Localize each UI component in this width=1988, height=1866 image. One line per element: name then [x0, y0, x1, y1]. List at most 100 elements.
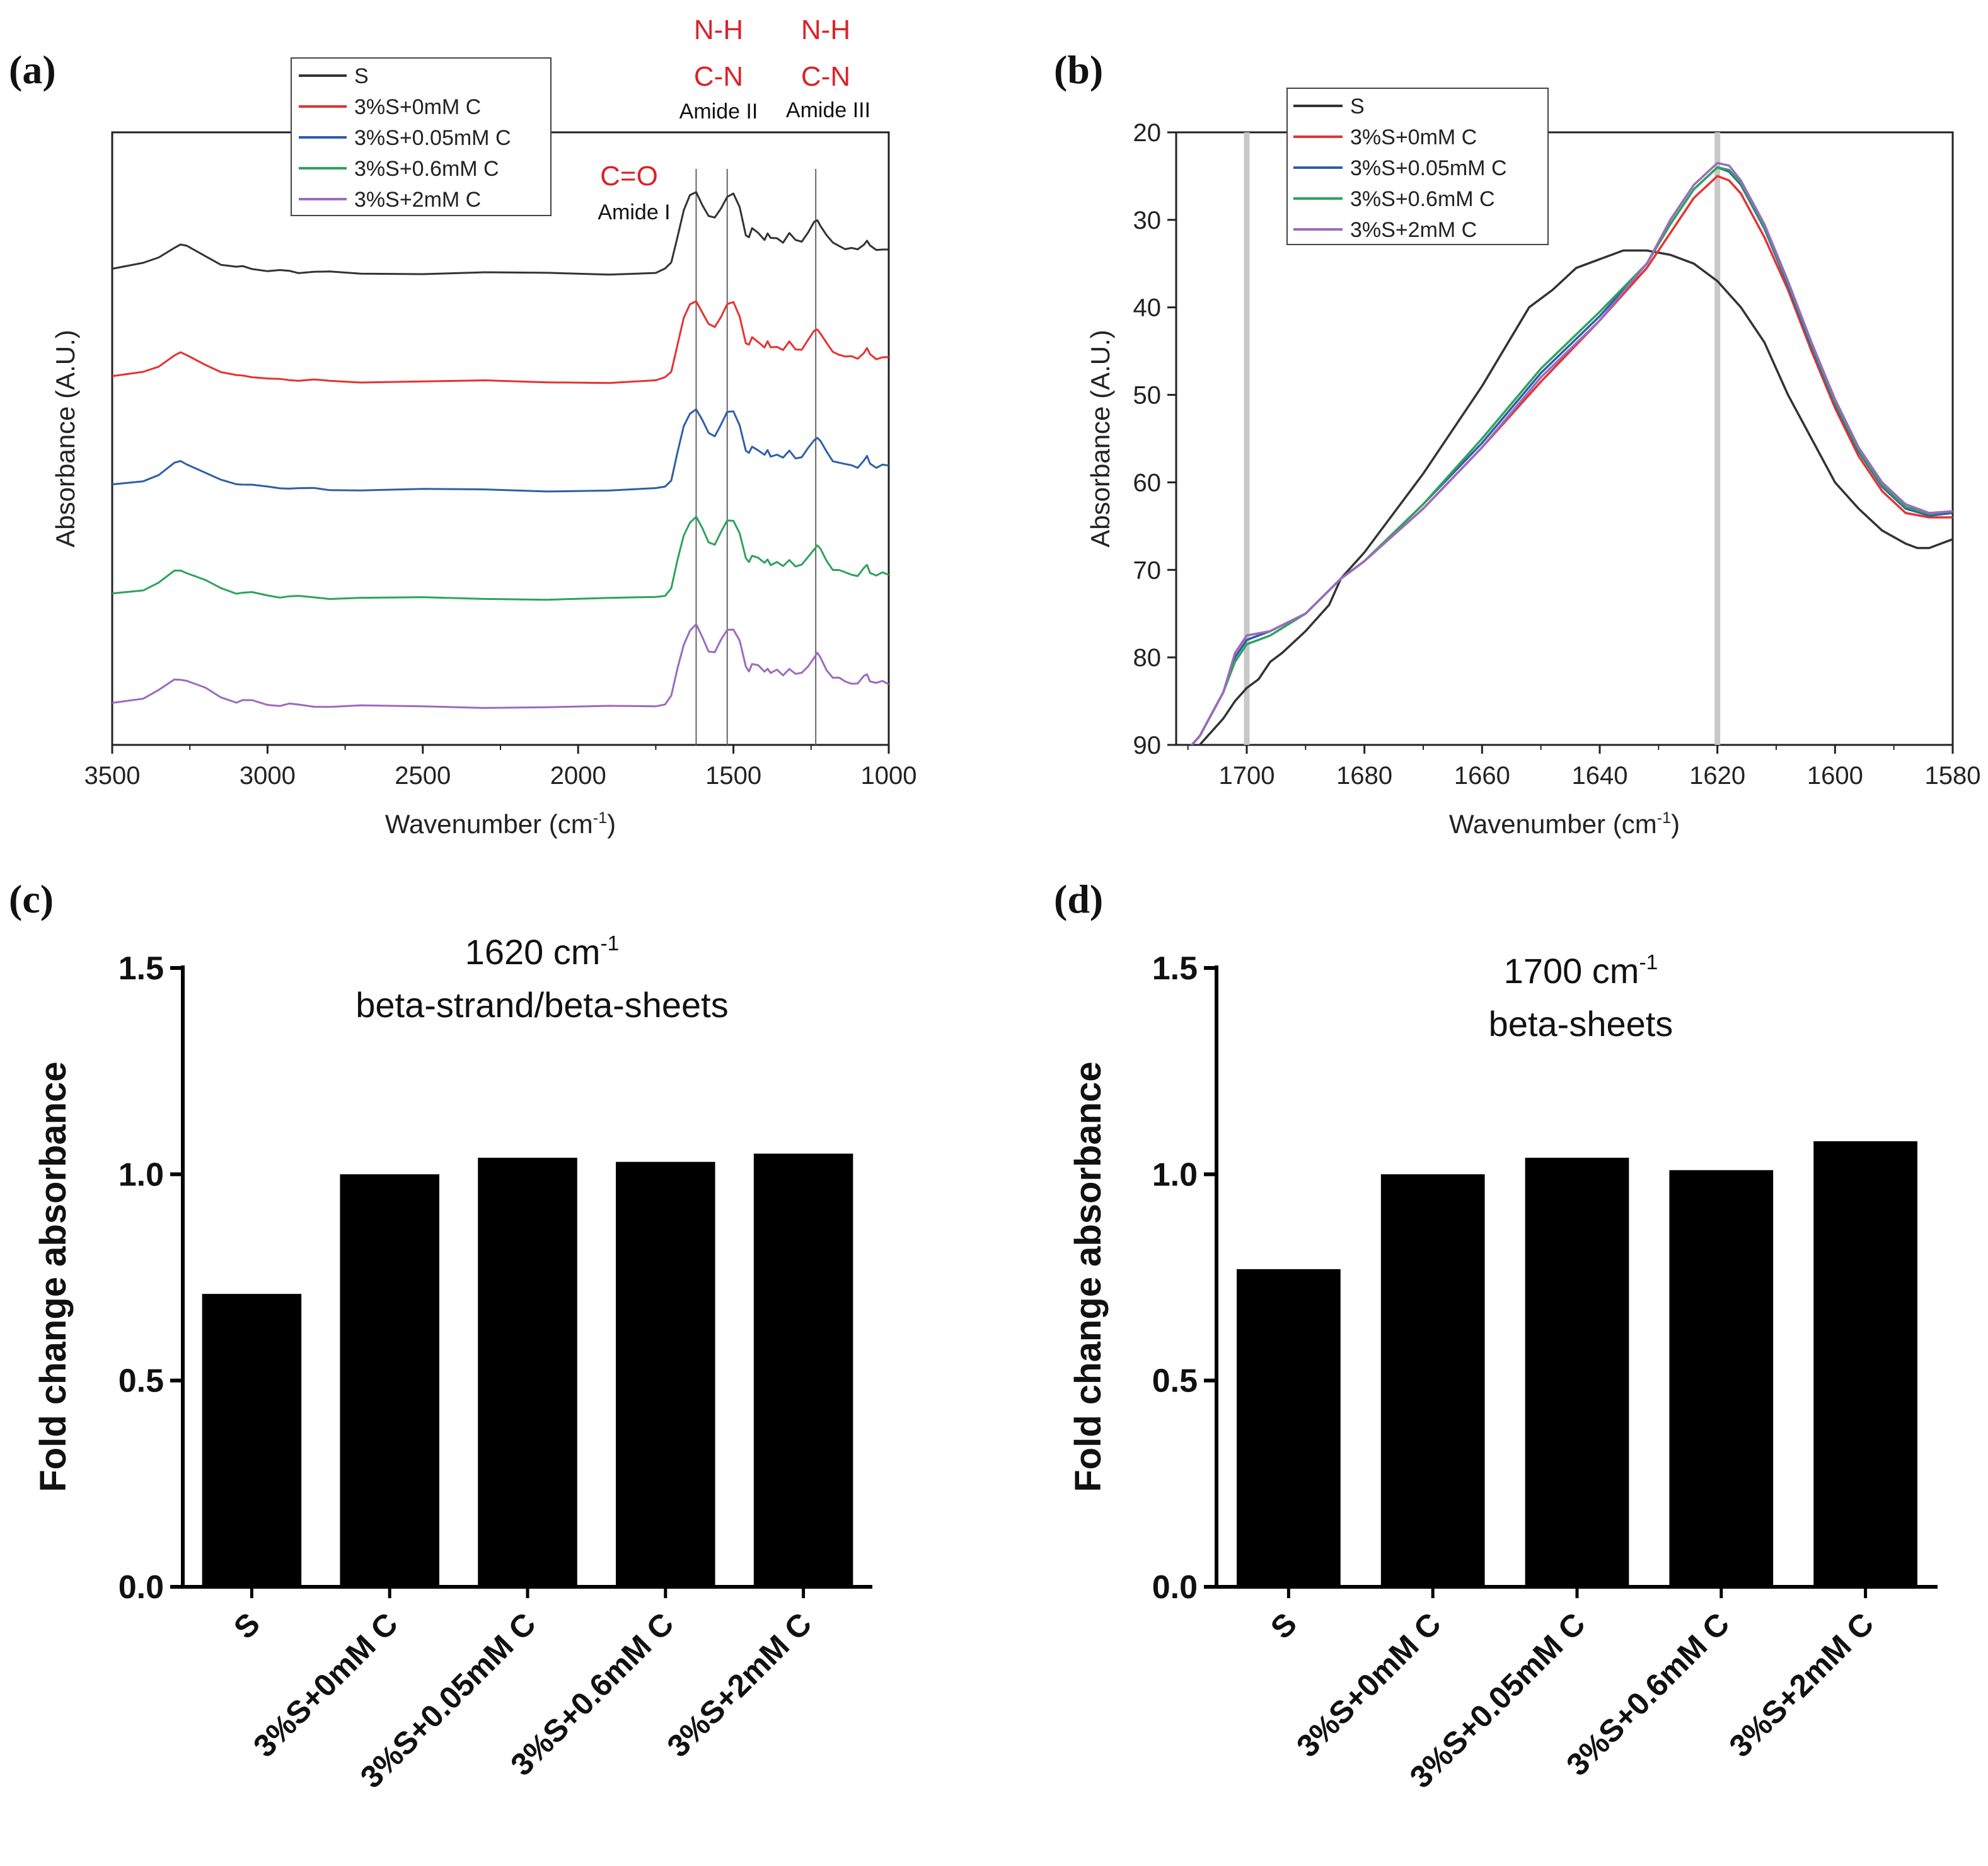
x-tick-label: 1660 [1454, 762, 1510, 790]
category-label-3-s-2mm-c: 3%S+2mM C [1723, 1606, 1881, 1764]
panel-a-ftir-full-spectrum: (a) 3500 3000 2500 2000 1500 1000 Wavenumber … [9, 14, 916, 839]
x-tick-label: 1620 [1689, 762, 1745, 790]
panel-a-legend-items: S 3%S+0mM C 3%S+0.05mM C 3%S+0.6mM C 3%S+2mM… [299, 64, 511, 212]
category-label-s: S [227, 1606, 267, 1645]
panel-b-reference-lines [1244, 132, 1721, 745]
panel-b-label: (b) [1054, 47, 1103, 92]
series-line-3-s-0-6mm-c [1190, 166, 1953, 745]
x-tick-label: 2000 [550, 762, 606, 790]
y-tick-label: 0.5 [118, 1363, 164, 1400]
y-tick-label: 0.5 [1152, 1363, 1198, 1400]
panel-c-bars [202, 1153, 853, 1587]
panel-c-y-ticks: 0.0 0.5 1.0 1.5 [118, 950, 183, 1606]
bar-3-s-0-05mm-c [1525, 1158, 1629, 1587]
panel-a-frame [111, 131, 890, 746]
y-tick-label: 30 [1133, 207, 1162, 234]
bar-3-s-0mm-c [340, 1174, 439, 1587]
panel-b-y-axis-label: Absorbance (A.U.) [1085, 330, 1115, 547]
amide-2-bond-label-nh: N-H [694, 14, 743, 45]
y-tick-label: 0.0 [1152, 1569, 1198, 1606]
panel-b-frame [1175, 131, 1954, 746]
series-line-3-s-2mm-c [112, 623, 889, 709]
x-tick-label: 3000 [240, 762, 296, 790]
legend-label-3-s-2mm-c: 3%S+2mM C [354, 188, 481, 212]
amide-1-label: Amide I [598, 200, 670, 224]
panel-b-amide-1-zoom: (b) 1700 1680 1660 1640 1620 1600 1580 20 30 40 5… [1054, 47, 1980, 839]
bar-3-s-2mm-c [753, 1153, 853, 1587]
y-tick-label: 1.0 [118, 1156, 164, 1193]
bar-s [1237, 1269, 1341, 1587]
legend-label-3-s-0-05mm-c: 3%S+0.05mM C [1350, 156, 1507, 180]
legend-label-s: S [354, 64, 369, 88]
amide-3-bond-label-cn: C-N [801, 61, 850, 92]
y-tick-label: 50 [1133, 382, 1162, 410]
amide-3-label: Amide III [786, 98, 870, 122]
panel-b-x-axis-label: Wavenumber (cm-1) [1449, 809, 1680, 839]
x-tick-label: 1000 [861, 762, 917, 790]
amide-3-bond-label-nh: N-H [801, 14, 850, 45]
panel-d-title-line-2: beta-sheets [1489, 1004, 1673, 1044]
legend-label-3-s-0mm-c: 3%S+0mM C [1350, 125, 1477, 149]
panel-a-x-ticks: 3500 3000 2500 2000 1500 1000 [84, 745, 917, 790]
series-line-3-s-0-05mm-c [112, 408, 889, 493]
legend-label-3-s-0-05mm-c: 3%S+0.05mM C [354, 126, 511, 150]
legend-label-3-s-2mm-c: 3%S+2mM C [1350, 218, 1477, 242]
panel-a-legend: S 3%S+0mM C 3%S+0.05mM C 3%S+0.6mM C 3%S+2mM… [291, 57, 552, 216]
x-tick-label: 1680 [1336, 762, 1392, 790]
panel-b-legend: S 3%S+0mM C 3%S+0.05mM C 3%S+0.6mM C 3%S+2mM… [1286, 88, 1549, 245]
panel-c-y-axis-label: Fold change absorbance [33, 1061, 74, 1492]
series-line-3-s-0-6mm-c [112, 515, 889, 601]
category-label-3-s-2mm-c: 3%S+2mM C [661, 1606, 819, 1764]
x-tick-label: 1640 [1572, 762, 1628, 790]
series-line-3-s-0mm-c [1190, 175, 1953, 745]
bar-3-s-0-6mm-c [1669, 1170, 1774, 1587]
y-tick-label: 80 [1133, 644, 1162, 672]
bar-3-s-0mm-c [1380, 1174, 1485, 1587]
panel-c-title-line-1: 1620 cm-1 [465, 932, 620, 972]
y-tick-label: 1.5 [1152, 950, 1198, 987]
panel-d-y-ticks: 0.0 0.5 1.0 1.5 [1152, 950, 1216, 1606]
legend-label-3-s-0-6mm-c: 3%S+0.6mM C [354, 157, 499, 181]
x-tick-label: 1600 [1807, 762, 1863, 790]
x-tick-label: 1500 [705, 762, 761, 790]
bar-s [202, 1294, 302, 1587]
series-line-3-s-0mm-c [112, 300, 889, 384]
y-tick-label: 70 [1133, 556, 1162, 584]
panel-a-band-markers [695, 169, 817, 745]
panel-d-bars [1237, 1141, 1917, 1587]
panel-a-label: (a) [9, 47, 56, 92]
y-tick-label: 1.0 [1152, 1156, 1198, 1193]
panel-d-bar-1700: (d) 1700 cm-1 beta-sheets Fold change ab… [1054, 877, 1938, 1795]
legend-label-s: S [1350, 95, 1365, 118]
series-line-s [112, 191, 889, 276]
series-line-3-s-2mm-c [1190, 161, 1953, 745]
panel-c-bar-1620: (c) 1620 cm-1 beta-strand/beta-sheets Fo… [9, 877, 872, 1795]
panel-b-x-ticks: 1700 1680 1660 1640 1620 1600 1580 [1187, 745, 1980, 790]
category-label-s: S [1264, 1606, 1303, 1645]
panel-a-y-axis-label: Absorbance (A.U.) [50, 330, 80, 547]
category-label-3-s-0mm-c: 3%S+0mM C [1290, 1606, 1448, 1764]
panel-d-y-axis-label: Fold change absorbance [1068, 1061, 1109, 1492]
category-label-3-s-0mm-c: 3%S+0mM C [246, 1606, 405, 1764]
panel-d-label: (d) [1054, 877, 1103, 921]
amide-1-bond-label: C=O [600, 161, 658, 192]
y-tick-label: 20 [1133, 119, 1162, 147]
y-tick-label: 1.5 [118, 950, 164, 987]
panel-d-category-labels: S3%S+0mM C3%S+0.05mM C3%S+0.6mM C3%S+2mM… [1264, 1587, 1880, 1795]
bar-3-s-0-6mm-c [616, 1161, 715, 1587]
y-tick-label: 60 [1133, 469, 1162, 497]
x-tick-label: 3500 [84, 762, 141, 790]
panel-a-series-lines [112, 191, 889, 709]
y-tick-label: 90 [1133, 732, 1162, 759]
legend-label-3-s-0mm-c: 3%S+0mM C [354, 95, 481, 119]
panel-a-x-axis-label: Wavenumber (cm-1) [385, 809, 616, 839]
panel-c-category-labels: S3%S+0mM C3%S+0.05mM C3%S+0.6mM C3%S+2mM… [227, 1587, 818, 1795]
series-line-3-s-0-05mm-c [1190, 166, 1953, 745]
bar-3-s-2mm-c [1813, 1141, 1917, 1587]
panel-b-y-ticks: 20 30 40 50 60 70 80 90 [1133, 119, 1176, 759]
amide-2-bond-label-cn: C-N [694, 61, 743, 92]
x-tick-label: 2500 [395, 762, 451, 790]
panel-c-title-line-2: beta-strand/beta-sheets [355, 985, 728, 1025]
panel-c-label: (c) [9, 877, 54, 921]
